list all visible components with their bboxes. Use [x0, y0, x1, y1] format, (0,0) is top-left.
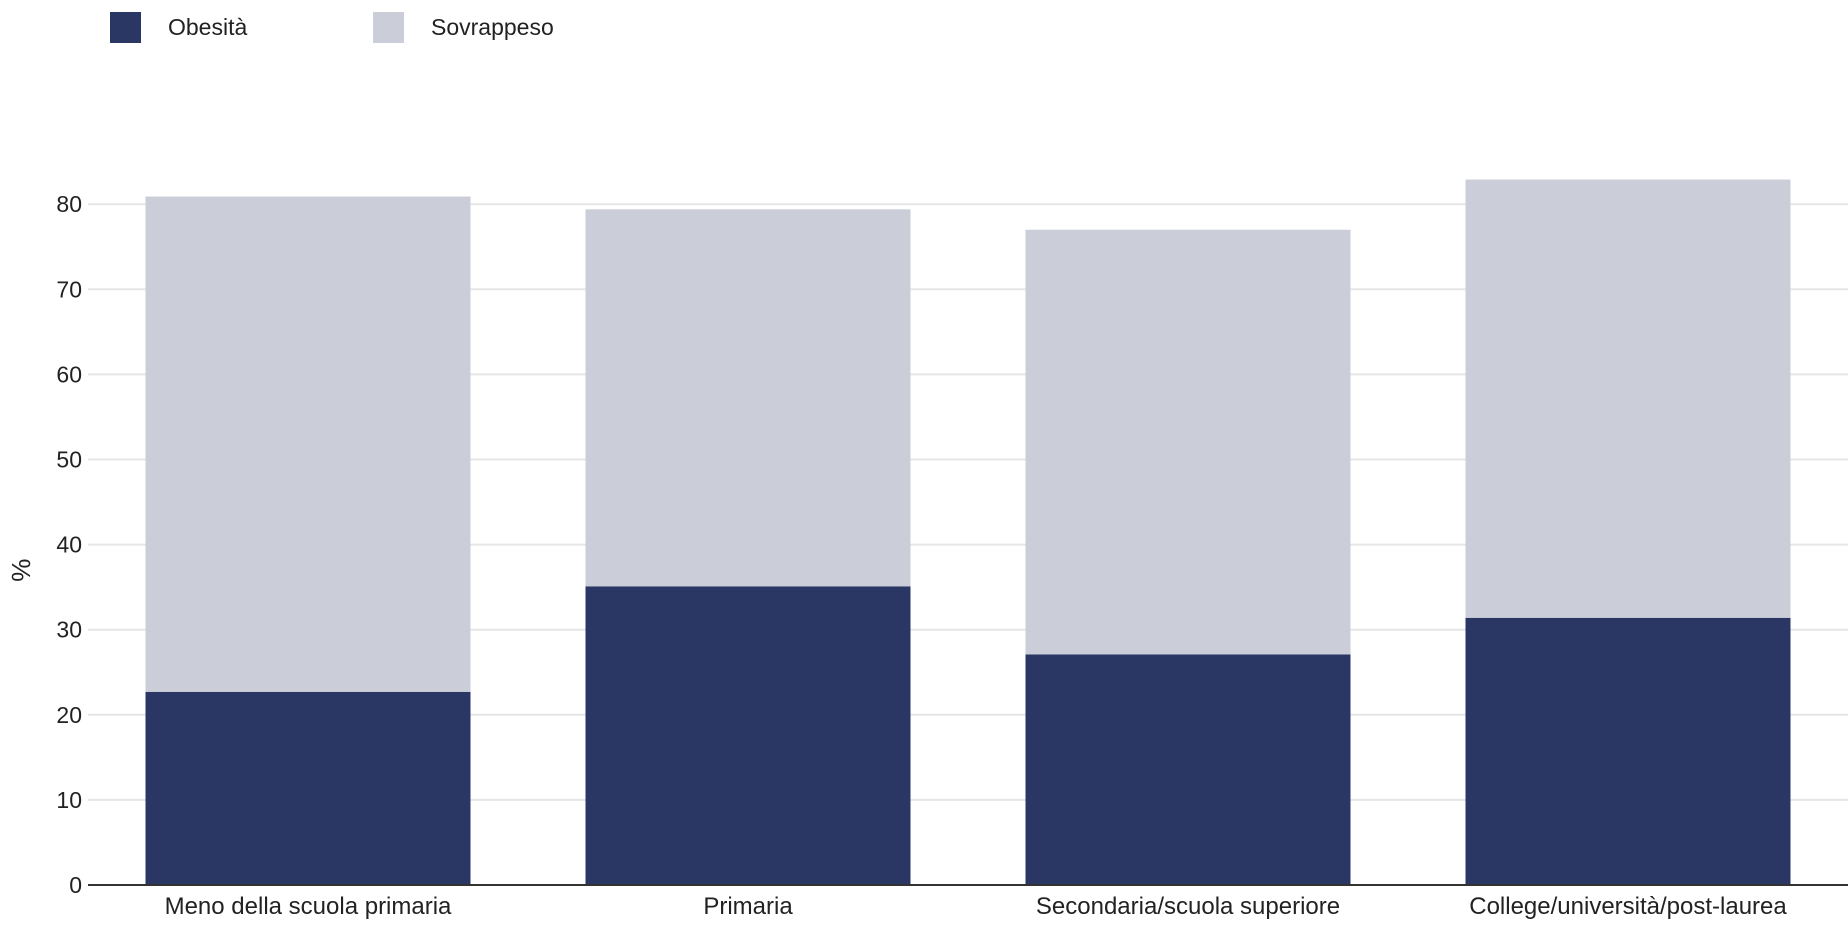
y-tick-label: 20	[56, 702, 82, 728]
legend-label-sovrappeso: Sovrappeso	[431, 14, 554, 40]
bar-sovrappeso-3[interactable]	[1465, 179, 1791, 618]
x-tick-label: Secondaria/scuola superiore	[1036, 893, 1340, 920]
axes: 0 10 20 30 40 50 60 70 80 Meno della scuola prima…	[56, 191, 1848, 920]
legend: Obesità Sovrappeso	[110, 12, 636, 43]
bar-obesita-2[interactable]	[1025, 654, 1351, 885]
bar-sovrappeso-0[interactable]	[145, 196, 471, 692]
legend-swatch-obesita	[110, 12, 141, 43]
bar-obesita-3[interactable]	[1465, 617, 1791, 885]
y-tick-label: 10	[56, 787, 82, 813]
bar-obesita-0[interactable]	[145, 691, 471, 885]
y-tick-label: 40	[56, 532, 82, 558]
y-tick-label: 0	[69, 872, 82, 898]
y-tick-label: 80	[56, 191, 82, 217]
legend-item-obesita[interactable]: Obesità	[110, 12, 373, 43]
x-tick-label: Meno della scuola primaria	[165, 893, 452, 920]
bar-sovrappeso-1[interactable]	[585, 209, 911, 587]
bar-obesita-1[interactable]	[585, 586, 911, 885]
legend-item-sovrappeso[interactable]: Sovrappeso	[373, 12, 636, 43]
bars	[145, 179, 1791, 885]
x-tick-label: College/università/post-laurea	[1469, 893, 1787, 920]
legend-swatch-sovrappeso	[373, 12, 404, 43]
y-tick-label: 30	[56, 617, 82, 643]
y-tick-label: 50	[56, 447, 82, 473]
x-tick-label: Primaria	[703, 893, 793, 920]
y-axis-title: %	[6, 559, 36, 582]
legend-label-obesita: Obesità	[168, 14, 248, 40]
y-tick-label: 70	[56, 276, 82, 302]
bar-sovrappeso-2[interactable]	[1025, 229, 1351, 655]
y-tick-label: 60	[56, 361, 82, 387]
